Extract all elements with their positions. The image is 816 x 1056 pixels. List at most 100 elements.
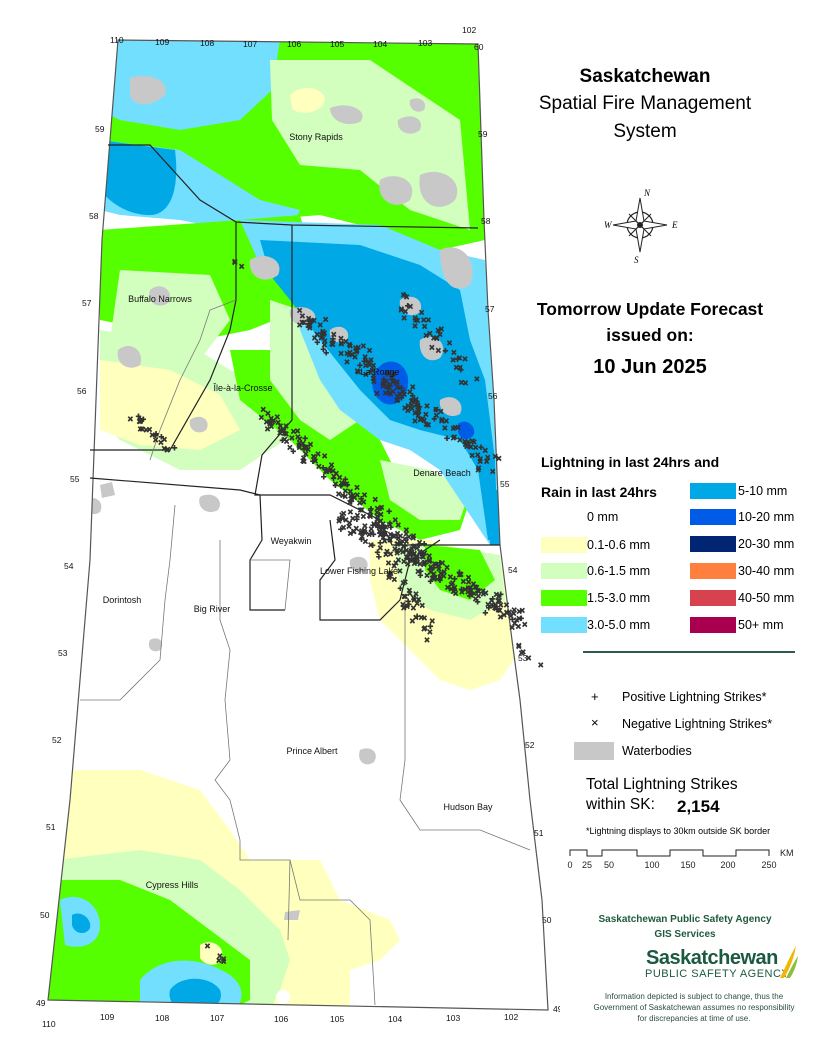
lightning-strike-mark: + xyxy=(381,374,386,384)
lightning-strike-mark: × xyxy=(396,555,401,565)
lon-top-label: 105 xyxy=(330,39,344,49)
map-subtitle: Spatial Fire Management System xyxy=(500,90,790,146)
lightning-strike-mark: × xyxy=(306,445,311,455)
lightning-strike-mark: × xyxy=(468,588,473,598)
lon-bottom-label: 103 xyxy=(446,1013,460,1023)
lightning-strike-mark: × xyxy=(388,549,393,559)
lightning-strike-mark: × xyxy=(375,511,380,521)
lightning-strike-mark: × xyxy=(385,368,390,378)
lightning-strike-mark: × xyxy=(394,378,399,388)
lightning-strike-mark: × xyxy=(150,430,155,440)
lightning-strike-mark: × xyxy=(402,390,407,400)
lightning-strike-mark: × xyxy=(526,653,531,663)
lightning-strike-mark: × xyxy=(386,573,391,583)
lightning-strike-mark: × xyxy=(405,552,410,562)
lightning-strike-mark: × xyxy=(422,623,427,633)
total-strikes-line: within SK: xyxy=(586,796,655,813)
lightning-strike-mark: + xyxy=(338,481,343,491)
lightning-strike-mark: × xyxy=(414,552,419,562)
lightning-strike-mark: × xyxy=(430,616,435,626)
lightning-strike-mark: × xyxy=(391,369,396,379)
lightning-strike-mark: × xyxy=(352,352,357,362)
lightning-strike-mark: × xyxy=(424,635,429,645)
lightning-strike-mark: × xyxy=(162,444,167,454)
lightning-strike-mark: × xyxy=(447,338,452,348)
lightning-strike-mark: + xyxy=(330,334,335,344)
lightning-strike-mark: × xyxy=(418,415,423,425)
lightning-strike-mark: × xyxy=(378,529,383,539)
lightning-strike-mark: × xyxy=(428,562,433,572)
lightning-strike-mark: × xyxy=(415,554,420,564)
lat-right-label: 56 xyxy=(488,391,498,401)
lightning-strike-mark: × xyxy=(412,541,417,551)
lightning-strike-mark: × xyxy=(301,453,306,463)
lightning-strike-mark: + xyxy=(414,397,419,407)
lightning-strike-mark: × xyxy=(457,435,462,445)
lat-right-label: 58 xyxy=(481,216,491,226)
scale-tick: 200 xyxy=(720,860,735,870)
legend-divider xyxy=(583,651,795,653)
lightning-strike-mark: × xyxy=(270,417,275,427)
place-label: Lower Fishing Lake xyxy=(320,566,398,576)
lightning-strike-mark: × xyxy=(295,426,300,436)
wheat-logo-icon xyxy=(780,946,798,978)
lightning-strike-mark: × xyxy=(465,437,470,447)
lightning-strike-mark: + xyxy=(387,506,392,516)
lightning-strike-mark: × xyxy=(484,457,489,467)
lightning-strike-mark: + xyxy=(410,391,415,401)
lightning-strike-mark: × xyxy=(265,424,270,434)
lightning-strike-mark: × xyxy=(462,354,467,364)
lightning-strike-mark: × xyxy=(442,567,447,577)
place-label: Denare Beach xyxy=(413,468,471,478)
lightning-strike-mark: × xyxy=(361,341,366,351)
lightning-strike-mark: + xyxy=(407,547,412,557)
lightning-strike-mark: + xyxy=(368,366,373,376)
lightning-strike-mark: × xyxy=(381,522,386,532)
lightning-strike-mark: × xyxy=(375,520,380,530)
lightning-strike-mark: × xyxy=(381,533,386,543)
lightning-strike-mark: × xyxy=(452,432,457,442)
lightning-strike-mark: × xyxy=(331,330,336,340)
lightning-strike-mark: × xyxy=(311,452,316,462)
lightning-strike-mark: × xyxy=(468,442,473,452)
lightning-strike-mark: × xyxy=(416,594,421,604)
lightning-strike-mark: × xyxy=(404,537,409,547)
lightning-strike-mark: × xyxy=(307,321,312,331)
lightning-strike-mark: × xyxy=(165,444,170,454)
lightning-strike-mark: × xyxy=(438,572,443,582)
lightning-strike-mark: × xyxy=(466,583,471,593)
legend-swatch xyxy=(541,590,587,606)
lightning-strike-mark: + xyxy=(433,574,438,584)
lightning-strike-mark: × xyxy=(153,435,158,445)
lightning-strike-mark: + xyxy=(459,584,464,594)
lightning-strike-mark: × xyxy=(269,421,274,431)
lightning-strike-mark: × xyxy=(415,598,420,608)
lightning-strike-mark: + xyxy=(315,338,320,348)
lightning-strike-mark: + xyxy=(443,346,448,356)
lightning-strike-mark: × xyxy=(422,548,427,558)
legend-positive-label: Positive Lightning Strikes* xyxy=(622,690,767,704)
lon-bottom-label: 108 xyxy=(155,1013,169,1023)
lightning-strike-mark: × xyxy=(351,526,356,536)
lightning-strike-mark: × xyxy=(321,329,326,339)
lightning-strike-mark: × xyxy=(396,533,401,543)
lightning-strike-mark: × xyxy=(412,321,417,331)
lightning-strike-mark: × xyxy=(205,941,210,951)
lightning-strike-mark: + xyxy=(478,442,483,452)
lightning-strike-mark: × xyxy=(340,514,345,524)
lightning-strike-mark: × xyxy=(415,315,420,325)
lightning-strike-mark: × xyxy=(338,334,343,344)
place-label: Hudson Bay xyxy=(443,802,493,812)
lightning-strike-mark: × xyxy=(496,605,501,615)
lightning-strike-mark: × xyxy=(281,425,286,435)
lightning-strike-mark: × xyxy=(413,555,418,565)
lightning-strike-mark: × xyxy=(302,442,307,452)
lightning-strike-mark: × xyxy=(459,377,464,387)
lightning-strike-mark: + xyxy=(333,481,338,491)
lightning-strike-mark: × xyxy=(451,586,456,596)
lightning-strike-mark: × xyxy=(297,306,302,316)
legend-label: 3.0-5.0 mm xyxy=(587,618,651,632)
lightning-strike-mark: × xyxy=(348,491,353,501)
lightning-strike-mark: × xyxy=(308,317,313,327)
lightning-strike-mark: + xyxy=(402,541,407,551)
